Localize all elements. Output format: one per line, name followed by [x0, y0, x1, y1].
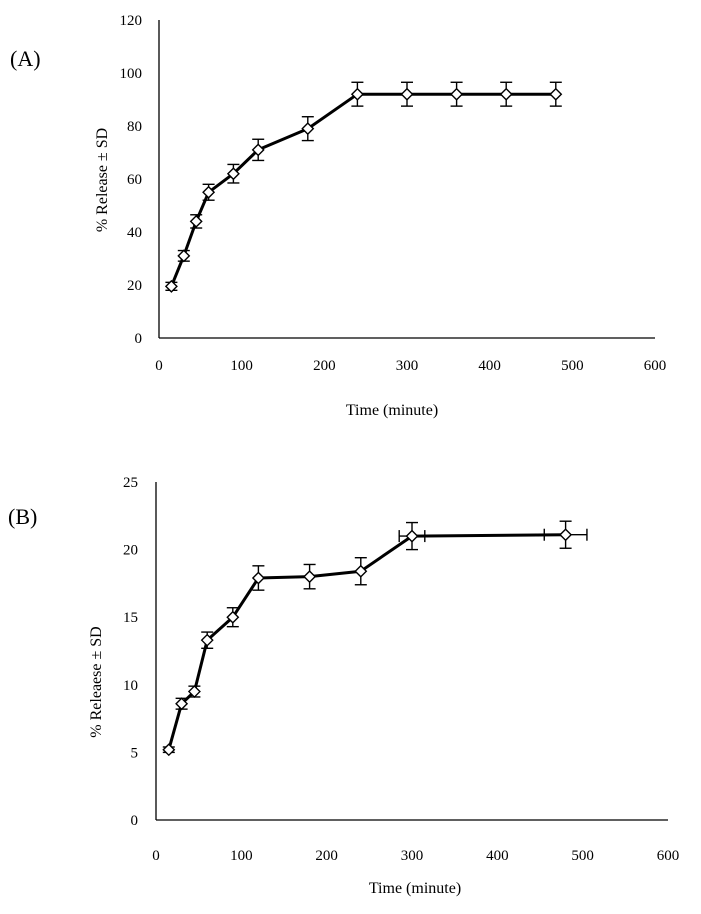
diamond-marker-b: [303, 570, 317, 584]
data-point-b: [226, 607, 240, 628]
x-axis-label-a: Time (minute): [346, 402, 438, 419]
diamond-marker-b: [226, 610, 240, 624]
x-tick-label-a: 400: [478, 358, 501, 374]
data-point-b: [187, 685, 201, 699]
y-tick-labels-b: 0 5 10 15 20 25: [123, 475, 138, 829]
data-point-a: [189, 214, 203, 229]
data-point-a: [350, 81, 364, 107]
y-axis-label-b: % Releaese ± SD: [88, 626, 105, 737]
x-tick-label-a: 100: [230, 358, 253, 374]
data-point-b: [175, 697, 189, 711]
data-point-b: [200, 631, 214, 649]
diamond-marker-b: [251, 571, 265, 585]
panel-label-b: (B): [8, 504, 37, 529]
y-tick-label-a: 120: [120, 13, 143, 29]
data-point-a: [549, 81, 563, 107]
y-axis-label-a: % Release ± SD: [94, 128, 111, 232]
diamond-marker-a: [499, 87, 513, 101]
diamond-marker-a: [177, 249, 191, 263]
series-line-b: [167, 533, 566, 751]
y-tick-label-b: 15: [123, 610, 138, 626]
data-point-a: [499, 81, 513, 107]
x-tick-label-b: 0: [152, 848, 160, 864]
x-tick-label-b: 100: [230, 848, 253, 864]
diamond-marker-b: [187, 685, 201, 699]
x-tick-label-a: 0: [155, 358, 163, 374]
data-point-b: [354, 557, 368, 586]
y-tick-label-a: 0: [135, 331, 143, 347]
data-point-a: [202, 183, 216, 201]
data-point-b: [398, 521, 426, 551]
diamond-marker-a: [400, 87, 414, 101]
y-tick-label-a: 20: [127, 278, 142, 294]
diamond-marker-b: [162, 743, 176, 757]
y-tick-label-b: 10: [123, 678, 138, 694]
x-tick-label-a: 600: [644, 358, 667, 374]
data-point-a: [164, 279, 178, 293]
diamond-marker-b: [559, 528, 573, 542]
x-tick-label-b: 600: [657, 848, 680, 864]
diamond-marker-a: [251, 143, 265, 157]
y-tick-label-b: 20: [123, 543, 138, 559]
chart-a: (A) % Release ± SD Time (minute) 0 20 40 60…: [10, 13, 666, 419]
diamond-marker-b: [405, 529, 419, 543]
panel-label-a: (A): [10, 46, 41, 71]
data-point-a: [251, 138, 265, 162]
y-tick-label-b: 5: [131, 745, 139, 761]
x-tick-label-b: 200: [315, 848, 338, 864]
diamond-marker-a: [164, 279, 178, 293]
x-tick-label-b: 300: [401, 848, 424, 864]
y-tick-label-a: 40: [127, 225, 142, 241]
data-point-a: [400, 81, 414, 107]
data-point-b: [543, 520, 588, 549]
diamond-marker-a: [549, 87, 563, 101]
y-tick-label-a: 80: [127, 119, 142, 135]
diamond-marker-a: [350, 87, 364, 101]
x-tick-label-b: 400: [486, 848, 509, 864]
x-tick-label-a: 300: [396, 358, 419, 374]
data-point-a: [226, 163, 240, 184]
data-point-b: [251, 565, 265, 591]
y-tick-label-b: 25: [123, 475, 138, 491]
x-tick-label-b: 500: [571, 848, 594, 864]
x-tick-label-a: 500: [561, 358, 584, 374]
diamond-marker-b: [200, 633, 214, 647]
data-point-b: [162, 743, 176, 757]
diamond-marker-a: [226, 167, 240, 181]
y-tick-label-b: 0: [131, 813, 139, 829]
diamond-marker-b: [175, 697, 189, 711]
diamond-marker-a: [202, 185, 216, 199]
diamond-marker-a: [189, 214, 203, 228]
series-line-a: [170, 92, 556, 287]
x-axis-label-b: Time (minute): [369, 880, 461, 897]
data-point-a: [301, 116, 315, 142]
x-tick-labels-a: 0 100 200 300 400 500 600: [155, 358, 666, 374]
x-tick-labels-b: 0 100 200 300 400 500 600: [152, 848, 679, 864]
x-tick-label-a: 200: [313, 358, 336, 374]
data-point-a: [450, 81, 464, 107]
data-point-a: [177, 249, 191, 263]
y-tick-label-a: 100: [120, 66, 143, 82]
y-tick-labels-a: 0 20 40 60 80 100 120: [120, 13, 143, 347]
diamond-marker-a: [301, 122, 315, 136]
y-tick-label-a: 60: [127, 172, 142, 188]
data-point-b: [303, 563, 317, 590]
plot-area-a: [164, 81, 563, 293]
chart-b: (B) % Releaese ± SD Time (minute) 0 5 10 15…: [8, 475, 679, 897]
plot-area-b: [162, 520, 588, 757]
diamond-marker-a: [450, 87, 464, 101]
diamond-marker-b: [354, 564, 368, 578]
